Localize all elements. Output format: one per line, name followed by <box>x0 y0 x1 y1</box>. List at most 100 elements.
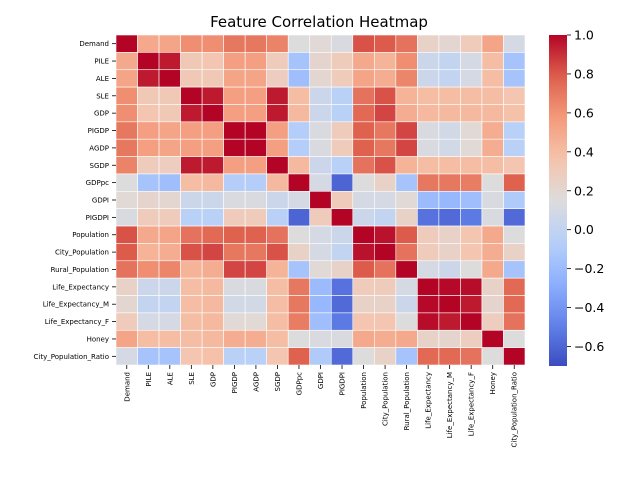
heatmap-cell-honey-sle <box>180 329 203 348</box>
x-tick-labels: Demand PILE ALE SLE GDP PIGDP AGDP SGDP GDPpc GDP… <box>123 365 519 447</box>
heatmap-cell-life-expectancy-life-expectancy-m <box>438 277 461 296</box>
y-tick-label-demand: Demand <box>79 40 109 48</box>
heatmap-cell-demand-pile <box>137 34 160 53</box>
heatmap-cell-sle-gdpi <box>309 86 332 105</box>
heatmap-cell-ale-gdppc <box>287 69 311 88</box>
heatmap-cell-pile-life-expectancy <box>417 52 440 71</box>
heatmap-cell-life-expectancy-f-rural-population <box>395 312 418 331</box>
heatmap-cell-life-expectancy-agdp <box>244 277 267 296</box>
heatmap-cell-city-population-ratio-honey <box>481 347 504 366</box>
heatmap-cell-gdp-gdp <box>201 104 224 123</box>
heatmap-cell-city-population-ratio-agdp <box>244 347 267 366</box>
heatmap-cell-sgdp-demand <box>115 156 138 175</box>
heatmap-cell-pigdp-gdppc <box>287 121 311 140</box>
heatmap-cell-honey-gdpi <box>309 329 332 348</box>
heatmap-cell-life-expectancy-m-ale <box>158 295 181 314</box>
heatmap-cell-gdpi-gdppc <box>287 191 311 209</box>
heatmap-cell-sgdp-rural-population <box>395 156 418 175</box>
heatmap-cell-pile-pigdp <box>223 52 246 71</box>
heatmap-cell-honey-demand <box>115 329 138 348</box>
heatmap-cell-sle-sle <box>180 86 203 105</box>
heatmap-cell-city-population-rural-population <box>395 243 418 262</box>
heatmap-cell-population-sgdp <box>266 225 289 244</box>
y-tick-label-pigdp: PIGDP <box>88 127 109 135</box>
heatmap-cell-demand-city-population-ratio <box>503 34 526 53</box>
heatmap-cell-sle-gdppc <box>287 86 311 105</box>
heatmap-cell-city-population-life-expectancy-f <box>460 243 483 262</box>
heatmap-cell-life-expectancy-f-gdppc <box>287 312 311 331</box>
heatmap-cell-life-expectancy-f-sle <box>180 312 203 331</box>
heatmap-cell-gdpi-honey <box>481 191 504 209</box>
heatmap-cell-ale-rural-population <box>395 69 418 88</box>
heatmap-cell-ale-ale <box>158 69 181 88</box>
x-tick-label-life-expectancy-m: Life_Expectancy_M <box>446 372 454 438</box>
heatmap-cell-pile-population <box>352 52 375 71</box>
heatmap-cell-demand-city-population <box>374 34 397 53</box>
heatmap-cell-city-population-ratio-life-expectancy-f <box>460 347 483 366</box>
heatmap-cell-sle-demand <box>115 86 138 105</box>
heatmap-cell-ale-population <box>352 69 375 88</box>
heatmap-cell-life-expectancy-city-population-ratio <box>503 277 526 296</box>
heatmap-cell-rural-population-pile <box>137 260 160 279</box>
heatmap-cell-pigdp-city-population-ratio <box>503 121 526 140</box>
heatmap-cell-pile-life-expectancy-f <box>460 52 483 71</box>
heatmap-cell-population-life-expectancy-f <box>460 225 483 244</box>
heatmap-cell-gdp-demand <box>115 104 138 123</box>
heatmap-cell-sle-city-population-ratio <box>503 86 526 105</box>
heatmap-cell-city-population-city-population <box>374 243 397 262</box>
heatmap-cell-pigdpi-city-population <box>374 208 397 227</box>
heatmap-cell-life-expectancy-gdppc <box>287 277 311 296</box>
y-tick-label-life-expectancy-m: Life_Expectancy_M <box>43 301 109 309</box>
heatmap-cell-rural-population-gdpi <box>309 260 332 279</box>
heatmap-cell-rural-population-life-expectancy <box>417 260 440 279</box>
heatmap-cell-agdp-pigdpi <box>330 138 354 157</box>
heatmap-cell-demand-gdp <box>201 34 224 53</box>
heatmap-cell-gdppc-life-expectancy-f <box>460 173 483 192</box>
y-tick-label-pigdpi: PIGDPI <box>86 214 109 222</box>
heatmap-cell-agdp-gdpi <box>309 138 332 157</box>
y-tick-labels: Demand PILE ALE SLE GDP PIGDP AGDP SGDP GDPpc GDP… <box>34 40 116 361</box>
heatmap-cell-gdp-city-population-ratio <box>503 104 526 123</box>
x-tick-label-rural-population: Rural_Population <box>403 372 411 430</box>
heatmap-cell-honey-gdp <box>201 329 224 348</box>
heatmap-cell-gdpi-city-population-ratio <box>503 191 526 209</box>
x-tick-label-life-expectancy: Life_Expectancy <box>425 372 433 429</box>
heatmap-cell-gdp-sgdp <box>266 104 289 123</box>
heatmap-cell-ale-life-expectancy-m <box>438 69 461 88</box>
heatmap-cell-city-population-ratio-life-expectancy-m <box>438 347 461 366</box>
colorbar <box>549 35 567 366</box>
heatmap-cell-pigdp-population <box>352 121 375 140</box>
heatmap-cell-rural-population-pigdp <box>223 260 246 279</box>
heatmap-cell-demand-agdp <box>244 34 267 53</box>
heatmap-cell-population-city-population <box>374 225 397 244</box>
heatmap-cell-pile-life-expectancy-m <box>438 52 461 71</box>
heatmap-cell-population-city-population-ratio <box>503 225 526 244</box>
heatmap-cell-rural-population-sgdp <box>266 260 289 279</box>
heatmap-cell-sle-life-expectancy-m <box>438 86 461 105</box>
heatmap-cell-sgdp-city-population <box>374 156 397 175</box>
heatmap-cell-gdppc-sle <box>180 173 203 192</box>
heatmap-cell-gdppc-gdppc <box>287 173 311 192</box>
heatmap-cell-honey-life-expectancy-f <box>460 329 483 348</box>
heatmap-cell-life-expectancy-life-expectancy-f <box>460 277 483 296</box>
heatmap-cell-agdp-population <box>352 138 375 157</box>
heatmap-cell-city-population-ratio-city-population <box>374 347 397 366</box>
x-tick-label-pigdpi: PIGDPI <box>339 372 347 395</box>
heatmap-cell-life-expectancy-m-life-expectancy-f <box>460 295 483 314</box>
heatmap-cell-gdp-sle <box>180 104 203 123</box>
heatmap-cell-demand-demand <box>115 34 138 53</box>
heatmap-cell-gdpi-pile <box>137 191 160 209</box>
heatmap-cell-gdpi-population <box>352 191 375 209</box>
y-tick-label-population: Population <box>72 231 109 239</box>
heatmap-cell-rural-population-life-expectancy-f <box>460 260 483 279</box>
heatmap-cell-agdp-agdp <box>244 138 267 157</box>
heatmap-cell-pigdpi-agdp <box>244 208 267 227</box>
x-tick-label-gdpi: GDPI <box>317 372 325 389</box>
y-tick-label-gdpi: GDPI <box>92 197 109 205</box>
heatmap-cell-life-expectancy-m-pile <box>137 295 160 314</box>
heatmap-cell-pigdp-sgdp <box>266 121 289 140</box>
heatmap-cell-city-population-ratio-population <box>352 347 375 366</box>
heatmap-cell-gdppc-rural-population <box>395 173 418 192</box>
colorbar-tick-label: 0.8 <box>574 66 594 81</box>
